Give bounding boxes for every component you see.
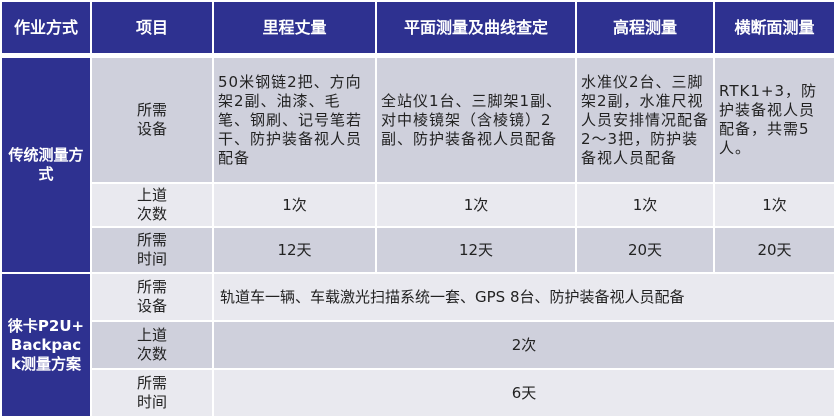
table-row: 所需时间 6天 [1, 368, 834, 418]
value-cell: 轨道车一辆、车载激光扫描系统一套、GPS 8台、防护装备视人员配备 [212, 272, 834, 322]
value-cell: RTK1+3，防护装备视人员配备，共需5人。 [713, 56, 834, 184]
item-cell: 所需时间 [90, 226, 214, 274]
value-cell: 12天 [212, 226, 377, 274]
value-cell: 全站仪1台、三脚架1副、对中棱镜架（含棱镜）2副、防护装备视人员配备 [375, 56, 577, 184]
item-cell: 所需设备 [90, 272, 214, 322]
item-cell: 上道次数 [90, 320, 214, 370]
table-row: 上道次数 2次 [1, 320, 834, 370]
header-cell: 里程丈量 [212, 0, 377, 55]
value-cell: 2次 [212, 320, 834, 370]
table-row: 上道次数 1次 1次 1次 1次 [1, 182, 834, 228]
header-cell: 项目 [90, 0, 214, 55]
value-cell: 20天 [713, 226, 834, 274]
table-row: 传统测量方式 所需设备 50米钢链2把、方向架2副、油漆、毛笔、钢刷、记号笔若干… [0, 56, 834, 274]
header-cell: 平面测量及曲线查定 [375, 0, 577, 55]
header-row: 作业方式 项目 里程丈量 平面测量及曲线查定 高程测量 横断面测量 [0, 0, 834, 55]
value-cell: 1次 [575, 182, 715, 228]
header-cell: 作业方式 [0, 0, 92, 55]
value-cell: 1次 [375, 182, 577, 228]
value-cell: 6天 [212, 368, 834, 418]
item-cell: 上道次数 [90, 182, 214, 228]
header-cell: 高程测量 [575, 0, 715, 55]
value-cell: 水准仪2台、三脚架2副，水准尺视人员安排情况配备2～3把，防护装备视人员配备 [575, 56, 715, 184]
group-label-traditional: 传统测量方式 [0, 56, 92, 274]
header-cell: 横断面测量 [713, 0, 834, 55]
table-row: 徕卡P2U+Backpack测量方案 所需设备 轨道车一辆、车载激光扫描系统一套… [0, 272, 834, 418]
value-cell: 1次 [212, 182, 377, 228]
value-cell: 12天 [375, 226, 577, 274]
value-cell: 50米钢链2把、方向架2副、油漆、毛笔、钢刷、记号笔若干、防护装备视人员配备 [212, 56, 377, 184]
table-row: 所需时间 12天 12天 20天 20天 [1, 226, 834, 274]
value-cell: 1次 [713, 182, 834, 228]
value-cell: 20天 [575, 226, 715, 274]
item-cell: 所需设备 [90, 56, 214, 184]
item-cell: 所需时间 [90, 368, 214, 418]
group-label-leica: 徕卡P2U+Backpack测量方案 [0, 272, 92, 418]
